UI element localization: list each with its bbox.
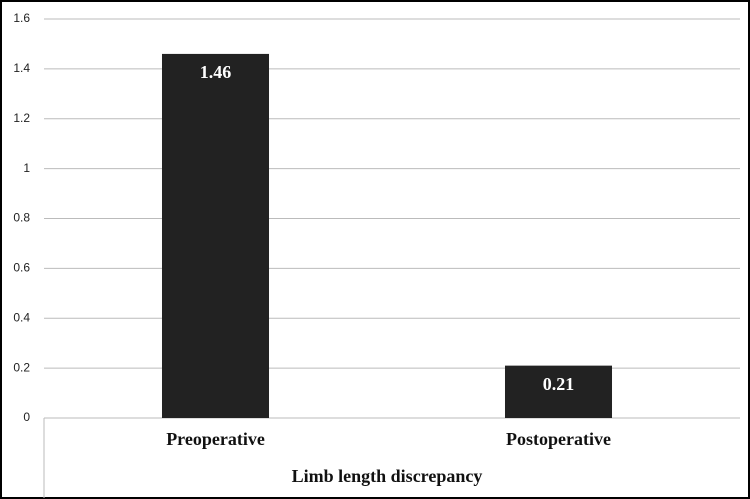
y-tick-label: 1.6 bbox=[13, 11, 30, 25]
x-tick-label: Postoperative bbox=[506, 429, 611, 449]
y-tick-label: 0.4 bbox=[13, 310, 30, 324]
bar bbox=[161, 53, 270, 418]
y-tick-label: 1.4 bbox=[13, 61, 30, 75]
data-label: 1.46 bbox=[200, 62, 232, 82]
y-tick-label: 1.2 bbox=[13, 111, 30, 125]
data-label: 0.21 bbox=[543, 374, 575, 394]
y-tick-label: 0.2 bbox=[13, 360, 30, 374]
y-tick-label: 0 bbox=[23, 410, 30, 424]
bar bbox=[504, 365, 613, 418]
x-tick-label: Preoperative bbox=[166, 429, 265, 449]
y-tick-label: 0.8 bbox=[13, 211, 30, 225]
x-axis-title: Limb length discrepancy bbox=[292, 466, 483, 486]
y-tick-label: 1 bbox=[23, 161, 30, 175]
y-tick-label: 0.6 bbox=[13, 261, 30, 275]
